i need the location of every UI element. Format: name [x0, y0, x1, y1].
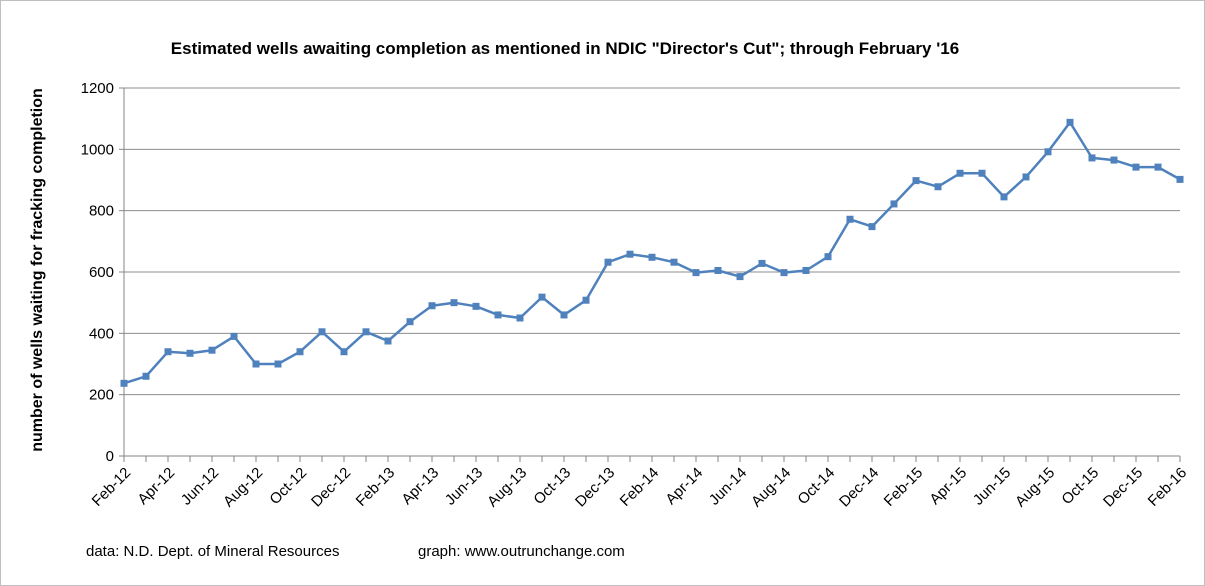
- x-tick-label: Feb-12: [89, 464, 135, 510]
- data-point: [472, 302, 480, 310]
- data-point: [450, 299, 458, 307]
- data-point: [164, 348, 172, 356]
- y-tick-label: 600: [89, 264, 114, 281]
- data-point: [1132, 163, 1140, 171]
- y-tick-label: 200: [89, 387, 114, 404]
- y-tick-label: 1200: [81, 80, 114, 97]
- gridlines: [124, 87, 1180, 396]
- data-point: [604, 258, 612, 266]
- x-tick-label: Feb-14: [617, 464, 663, 510]
- data-point: [956, 169, 964, 177]
- data-point: [560, 311, 568, 319]
- graph-credit: graph: www.outrunchange.com: [418, 543, 625, 560]
- data-point: [142, 372, 150, 380]
- data-point: [846, 215, 854, 223]
- y-tick-label: 1000: [81, 141, 114, 158]
- x-tick-label: Dec-14: [836, 464, 882, 510]
- data-point: [582, 296, 590, 304]
- x-tick-label: Dec-15: [1100, 464, 1146, 510]
- data-point: [120, 379, 128, 387]
- data-point: [626, 250, 634, 258]
- data-point: [362, 328, 370, 336]
- x-tick-label: Aug-14: [748, 464, 794, 510]
- x-tick-label: Apr-14: [662, 464, 706, 508]
- data-point: [890, 200, 898, 208]
- data-point: [252, 360, 260, 368]
- x-tick-label: Jun-12: [178, 464, 222, 508]
- x-tick-label: Feb-16: [1145, 464, 1191, 510]
- x-tick-label: Feb-15: [881, 464, 927, 510]
- series-line: [123, 121, 1181, 385]
- data-point: [780, 269, 788, 277]
- data-point: [384, 337, 392, 345]
- data-point: [494, 311, 502, 319]
- x-tick-label: Aug-12: [220, 464, 266, 510]
- x-tick-label: Oct-14: [794, 464, 838, 508]
- data-point: [714, 266, 722, 274]
- y-tick-label: 400: [89, 325, 114, 342]
- data-point: [1066, 118, 1074, 126]
- data-point: [736, 273, 744, 281]
- data-point: [1044, 148, 1052, 156]
- data-point: [912, 177, 920, 185]
- x-tick-label: Jun-14: [706, 464, 750, 508]
- x-tick-label: Feb-13: [353, 464, 399, 510]
- data-point: [186, 349, 194, 357]
- data-point: [274, 360, 282, 368]
- data-point: [1154, 163, 1162, 171]
- x-tick-label: Apr-13: [398, 464, 442, 508]
- data-point: [1022, 173, 1030, 181]
- data-point: [868, 223, 876, 231]
- x-tick-label: Dec-12: [308, 464, 354, 510]
- y-tick-label: 0: [106, 448, 114, 465]
- data-credit: data: N.D. Dept. of Mineral Resources: [86, 543, 339, 560]
- data-point: [1000, 193, 1008, 201]
- data-point: [648, 253, 656, 261]
- data-point: [318, 328, 326, 336]
- data-point: [978, 169, 986, 177]
- data-point: [1110, 156, 1118, 164]
- data-point: [538, 293, 546, 301]
- data-point: [1088, 154, 1096, 162]
- data-point: [1176, 175, 1184, 183]
- data-point: [340, 348, 348, 356]
- chart-title: Estimated wells awaiting completion as m…: [171, 39, 959, 58]
- data-point: [296, 348, 304, 356]
- x-tick-label: Dec-13: [572, 464, 618, 510]
- data-point: [670, 258, 678, 266]
- data-point: [230, 332, 238, 340]
- x-tick-label: Apr-12: [134, 464, 178, 508]
- data-point: [802, 266, 810, 274]
- data-point: [208, 346, 216, 354]
- x-tick-label: Aug-15: [1012, 464, 1058, 510]
- y-axis-ticks: 0 200 400 600 800 1000 1200: [81, 80, 124, 465]
- data-point: [934, 183, 942, 191]
- x-tick-label: Aug-13: [484, 464, 530, 510]
- x-tick-label: Oct-12: [266, 464, 310, 508]
- data-point: [758, 259, 766, 267]
- x-tick-label: Jun-13: [442, 464, 486, 508]
- data-point: [692, 269, 700, 277]
- x-tick-label: Apr-15: [926, 464, 970, 508]
- x-tick-label: Oct-15: [1058, 464, 1102, 508]
- x-tick-label: Jun-15: [970, 464, 1014, 508]
- y-axis-label: number of wells waiting for fracking com…: [29, 88, 46, 452]
- series-wells-awaiting-completion: [120, 118, 1184, 387]
- y-tick-label: 800: [89, 203, 114, 220]
- x-tick-label: Oct-13: [530, 464, 574, 508]
- data-point: [406, 318, 414, 326]
- data-point: [516, 314, 524, 322]
- data-point: [428, 302, 436, 310]
- data-point: [824, 253, 832, 261]
